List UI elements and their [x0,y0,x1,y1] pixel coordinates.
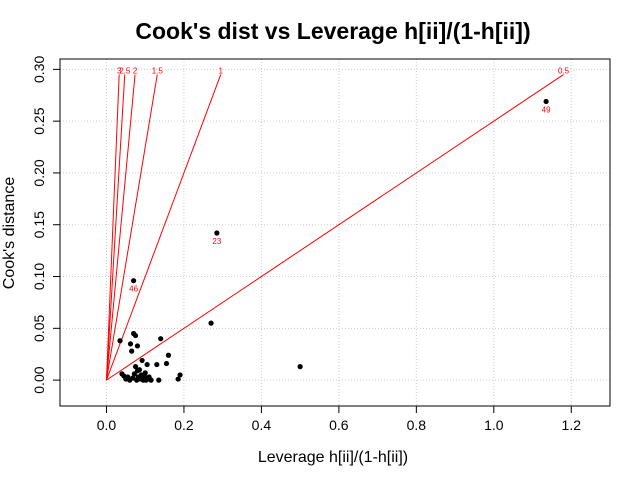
point-label: 46 [129,285,138,294]
data-point [132,332,139,339]
data-point [214,230,220,236]
y-tick-label: 0.25 [31,107,47,134]
reference-line [105,74,120,381]
reference-line [106,74,564,381]
data-point [158,336,164,342]
data-point [175,376,181,382]
x-tick-label: 0.6 [329,417,349,433]
data-point [543,98,549,105]
data-point [156,377,162,383]
reference-line-label: 1.5 [152,67,164,76]
x-tick-label: 0.0 [97,417,117,433]
reference-line [105,74,158,381]
data-point [163,360,170,367]
x-axis-label: Leverage h[ii]/(1-h[ii]) [258,449,408,466]
reference-line-label: 1 [219,67,224,76]
reference-line-label: 2 [133,67,138,76]
x-tick-label: 1.2 [562,417,582,433]
plot-frame [59,58,611,407]
data-point [127,341,134,347]
data-point [129,348,135,354]
data-point [297,364,303,370]
y-tick-label: 0.10 [31,263,47,290]
data-point [208,320,214,326]
y-tick-label: 0.05 [31,314,47,341]
data-point [142,370,148,376]
x-tick-label: 0.2 [174,417,194,433]
y-axis-label: Cook's distance [1,177,18,290]
y-tick-label: 0.15 [31,211,47,238]
data-point [130,375,136,381]
reference-line [105,74,136,381]
data-point [177,372,183,378]
data-point [148,377,154,383]
point-label: 23 [212,237,221,246]
data-point [134,343,141,349]
y-tick-label: 0.30 [31,56,47,83]
y-tick-label: 0.20 [31,159,47,186]
reference-line [106,74,222,381]
chart-title: Cook's dist vs Leverage h[ii]/(1-h[ii]) [135,18,530,44]
data-point [136,367,143,373]
reference-line-label: 2.5 [119,67,131,76]
data-point [117,338,123,344]
data-point [154,361,160,368]
reference-line [105,74,126,381]
reference-line-label: 0.5 [558,67,570,76]
x-tick-label: 0.8 [407,417,427,433]
data-point [130,278,137,284]
data-point [139,357,145,364]
data-point [165,352,172,358]
x-tick-label: 1.0 [484,417,504,433]
x-tick-label: 0.4 [252,417,272,433]
point-label: 49 [542,105,551,114]
data-point [144,361,150,368]
y-tick-label: 0.00 [31,366,47,393]
data-point [132,364,139,370]
reference-line-label: 3 [117,67,122,76]
